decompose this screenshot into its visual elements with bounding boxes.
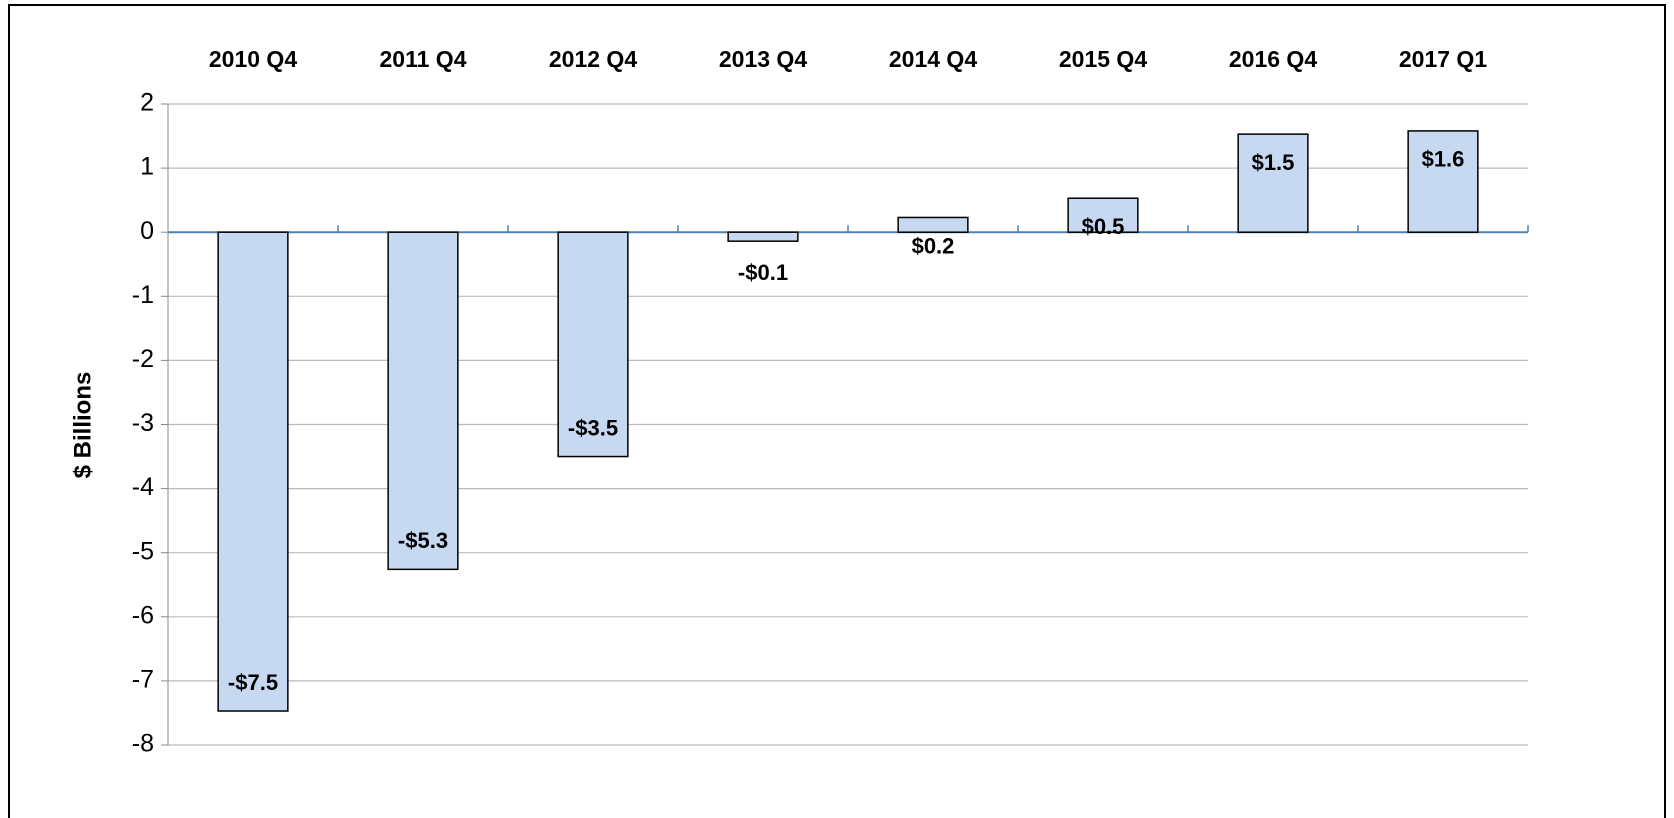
y-tick-label: -7 [132,666,154,694]
y-tick-label: 1 [140,153,154,181]
value-label: $0.2 [912,233,955,258]
bar [897,216,969,233]
y-tick-label: -6 [132,601,154,629]
bar [1237,133,1309,233]
bar [217,231,289,712]
x-tick-label: 2017 Q1 [1399,46,1487,72]
x-tick-label: 2015 Q4 [1059,46,1147,72]
value-label: $0.5 [1082,214,1125,239]
x-tick-label: 2010 Q4 [209,46,297,72]
y-tick-label: 2 [140,89,154,117]
y-tick-label: -1 [132,281,154,309]
x-tick-label: 2014 Q4 [889,46,977,72]
y-tick-label: 0 [140,217,154,245]
value-label: -$7.5 [228,670,278,695]
x-tick-label: 2016 Q4 [1229,46,1317,72]
y-tick-label: -5 [132,537,154,565]
x-tick-label: 2012 Q4 [549,46,637,72]
y-tick-label: -8 [132,730,154,758]
y-tick-label: -3 [132,409,154,437]
bar [1407,130,1479,233]
x-tick-label: 2011 Q4 [380,46,467,72]
value-label: $1.5 [1252,150,1295,175]
bar [557,231,629,458]
value-label: -$3.5 [568,415,618,440]
y-tick-label: -4 [132,473,154,501]
frame [8,4,1666,818]
value-label: -$5.3 [398,528,448,553]
y-axis-label: $ Billions [69,372,96,479]
value-label: -$0.1 [738,260,788,285]
value-label: $1.6 [1422,147,1465,172]
x-tick-label: 2013 Q4 [719,46,807,72]
bar [387,231,459,571]
y-tick-label: -2 [132,345,154,373]
bar [1067,197,1139,233]
bar [727,231,799,242]
